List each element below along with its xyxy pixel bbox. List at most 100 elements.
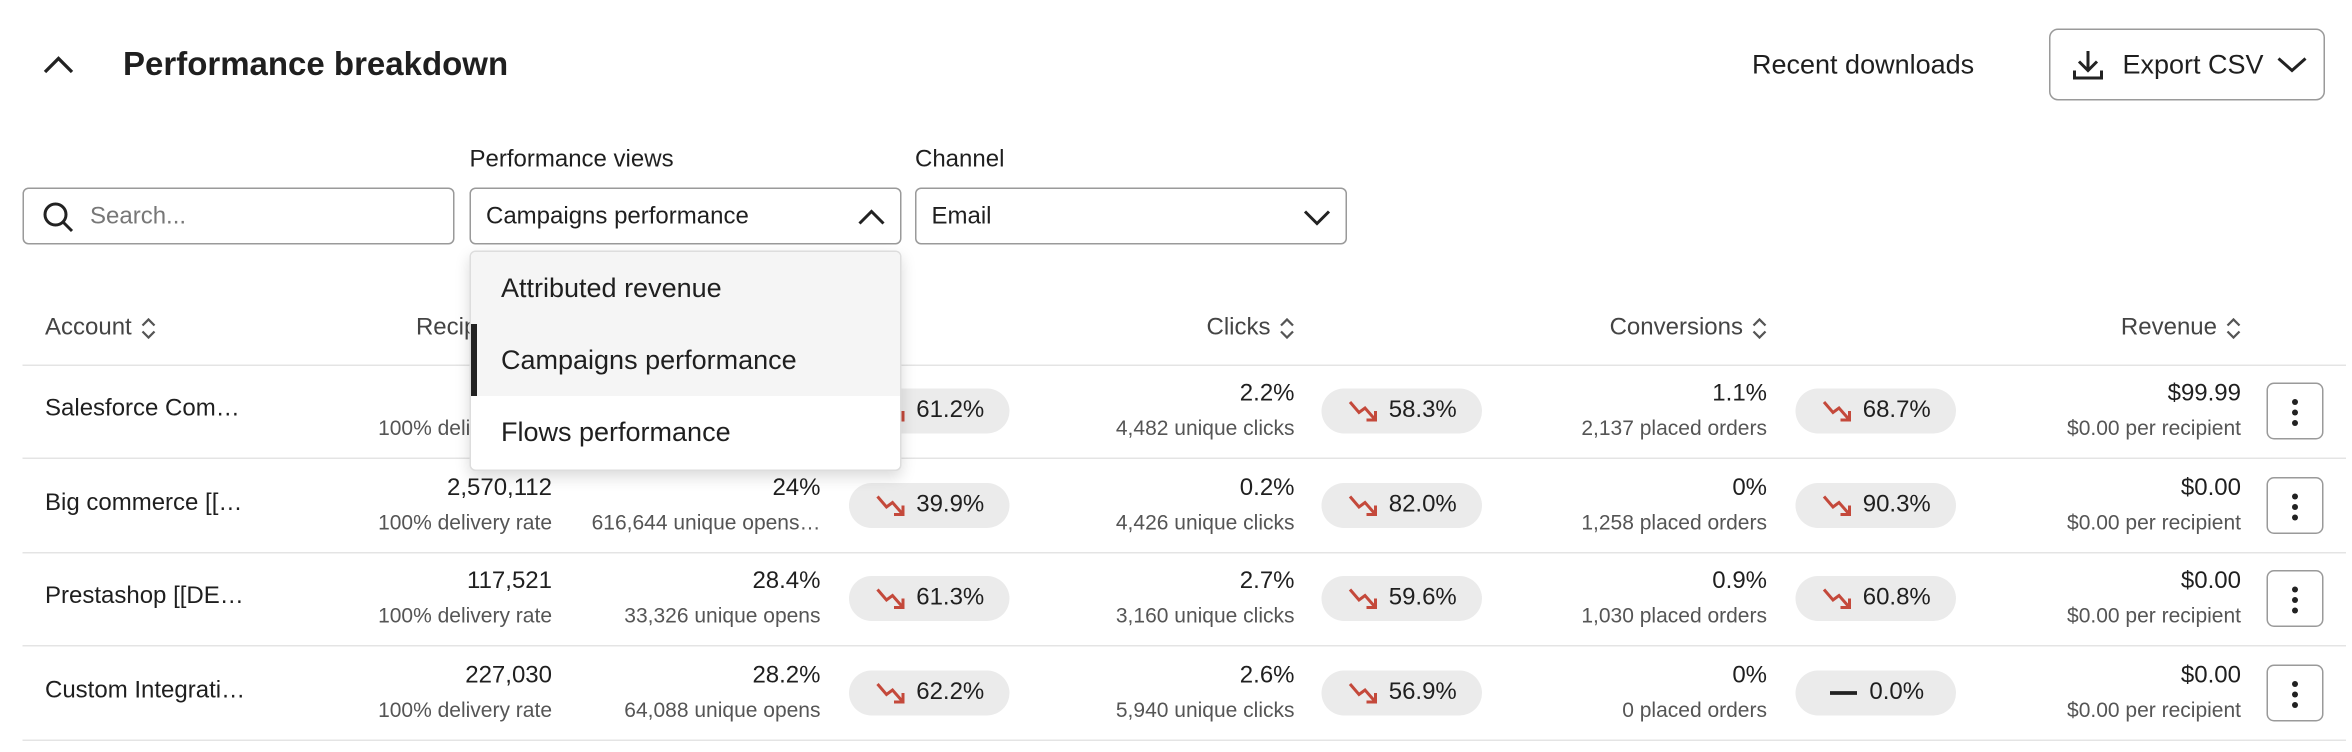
table-row: Salesforce Com…20100% delivery rate2.2%4… xyxy=(22,365,2346,459)
row-menu-button[interactable] xyxy=(2266,570,2324,627)
revenue-value: $0.00 xyxy=(2180,474,2241,501)
change-badge: 90.3% xyxy=(1795,482,1956,528)
dot xyxy=(2292,701,2298,708)
dropdown-menu: Attributed revenue Campaigns performance F… xyxy=(469,250,902,471)
down-icon xyxy=(1348,401,1377,422)
recipients-detail: 100% delivery rate xyxy=(378,696,552,721)
column-header[interactable]: Clicks xyxy=(1206,315,1294,342)
dot xyxy=(2292,597,2298,603)
conversions-detail: 2,137 placed orders xyxy=(1581,415,1767,440)
change-badge: 62.2% xyxy=(849,669,1010,715)
header-label: Conversions xyxy=(1609,315,1743,341)
column-header[interactable]: Revenue xyxy=(2121,315,2241,342)
clicks-value: 2.7% xyxy=(1239,568,1295,595)
clicks-value: 2.6% xyxy=(1239,662,1295,688)
chevron xyxy=(858,209,885,225)
channel-value: Email xyxy=(931,204,992,230)
change-value: 58.3% xyxy=(1388,397,1457,424)
change-value: 82.0% xyxy=(1388,491,1457,517)
down-icon xyxy=(876,494,905,516)
views-label: Performance views xyxy=(469,147,674,173)
table-header: AccountRecipientsClicksConversionsRevenu… xyxy=(22,293,2346,366)
opens-detail: 64,088 unique opens xyxy=(624,696,821,721)
conversions-detail: 1,258 placed orders xyxy=(1581,509,1767,534)
revenue-detail: $0.00 per recipient xyxy=(2067,603,2241,627)
down-icon xyxy=(1348,494,1377,516)
header-label: Account xyxy=(45,315,132,341)
conversions-detail: 0 placed orders xyxy=(1622,696,1767,721)
change-badge: 59.6% xyxy=(1321,576,1482,621)
chevron xyxy=(1303,210,1331,226)
dot xyxy=(2292,513,2298,520)
export-label: Export CSV xyxy=(2122,49,2264,80)
opens-value: 28.4% xyxy=(752,568,821,595)
change-value: 90.3% xyxy=(1862,491,1931,517)
dot xyxy=(2292,409,2298,416)
opens-detail: 33,326 unique opens xyxy=(624,603,821,627)
views-select[interactable]: Campaigns performance xyxy=(469,187,902,245)
recipients-detail: 100% delivery rate xyxy=(378,603,552,627)
clicks-detail: 5,940 unique clicks xyxy=(1115,696,1295,721)
recipients-value: 227,030 xyxy=(465,662,552,688)
recent-downloads[interactable]: Recent downloads xyxy=(1752,49,1975,80)
flat-icon xyxy=(1830,690,1858,695)
change-value: 68.7% xyxy=(1862,397,1931,424)
down-icon xyxy=(1348,588,1377,609)
opens-value: 24% xyxy=(772,474,821,501)
down-icon xyxy=(1822,494,1851,516)
download-icon xyxy=(2073,51,2103,80)
change-badge: 68.7% xyxy=(1795,388,1956,434)
dropdown-option[interactable]: Attributed revenue xyxy=(471,252,900,324)
collapse-button[interactable] xyxy=(42,50,75,80)
change-value: 0.0% xyxy=(1869,678,1925,705)
search-icon xyxy=(43,202,74,233)
conversions-value: 0% xyxy=(1732,474,1767,501)
change-value: 60.8% xyxy=(1862,585,1931,611)
row-menu-button[interactable] xyxy=(2266,663,2324,721)
dropdown-option[interactable]: Flows performance xyxy=(471,396,900,468)
revenue-value: $99.99 xyxy=(2167,381,2241,407)
row-menu-button[interactable] xyxy=(2266,476,2324,534)
revenue-detail: $0.00 per recipient xyxy=(2067,509,2241,534)
account-name: Prestashop [[DE… xyxy=(45,583,244,610)
recipients-value: 117,521 xyxy=(467,568,552,595)
dot xyxy=(2292,420,2298,426)
account-name: Big commerce [[… xyxy=(45,489,243,516)
clicks-value: 2.2% xyxy=(1239,381,1295,407)
title: Performance breakdown xyxy=(123,45,509,83)
conversions-value: 1.1% xyxy=(1712,381,1767,407)
down-icon xyxy=(1348,682,1377,703)
export-button[interactable]: Export CSV xyxy=(2049,28,2325,101)
table-row: Prestashop [[DE… 117,521 100% delivery rat… xyxy=(22,552,2346,647)
account-name: Custom Integrati… xyxy=(45,677,246,703)
search-placeholder: Search... xyxy=(90,204,187,230)
dot xyxy=(2292,503,2298,510)
search-input[interactable]: Search... xyxy=(22,187,455,245)
conversions-value: 0.9% xyxy=(1712,568,1767,595)
channel-select[interactable]: Email xyxy=(915,187,1347,245)
clicks-detail: 4,482 unique clicks xyxy=(1115,415,1295,440)
column-header[interactable]: Account xyxy=(45,315,156,342)
dot xyxy=(2292,399,2298,405)
recipients-detail: 100% delivery rate xyxy=(378,509,552,534)
revenue-detail: $0.00 per recipient xyxy=(2067,696,2241,721)
row-menu-button[interactable] xyxy=(2266,382,2324,440)
revenue-value: $0.00 xyxy=(2180,568,2241,595)
change-value: 56.9% xyxy=(1388,678,1457,705)
down-icon xyxy=(1822,588,1851,609)
change-badge: 56.9% xyxy=(1321,669,1482,715)
header-label: Revenue xyxy=(2120,315,2217,341)
column-header[interactable]: Conversions xyxy=(1610,315,1767,342)
down-icon xyxy=(876,588,905,609)
dropdown-option[interactable]: Campaigns performance xyxy=(471,324,900,396)
revenue-detail: $0.00 per recipient xyxy=(2067,415,2241,440)
change-badge: 60.8% xyxy=(1795,576,1956,621)
sort-icon xyxy=(2226,317,2241,340)
change-badge: 58.3% xyxy=(1321,388,1482,434)
change-value: 62.2% xyxy=(916,678,985,705)
clicks-value: 0.2% xyxy=(1239,474,1295,501)
dot xyxy=(2292,607,2298,614)
change-badge: 82.0% xyxy=(1321,482,1482,528)
conversions-detail: 1,030 placed orders xyxy=(1581,603,1767,627)
